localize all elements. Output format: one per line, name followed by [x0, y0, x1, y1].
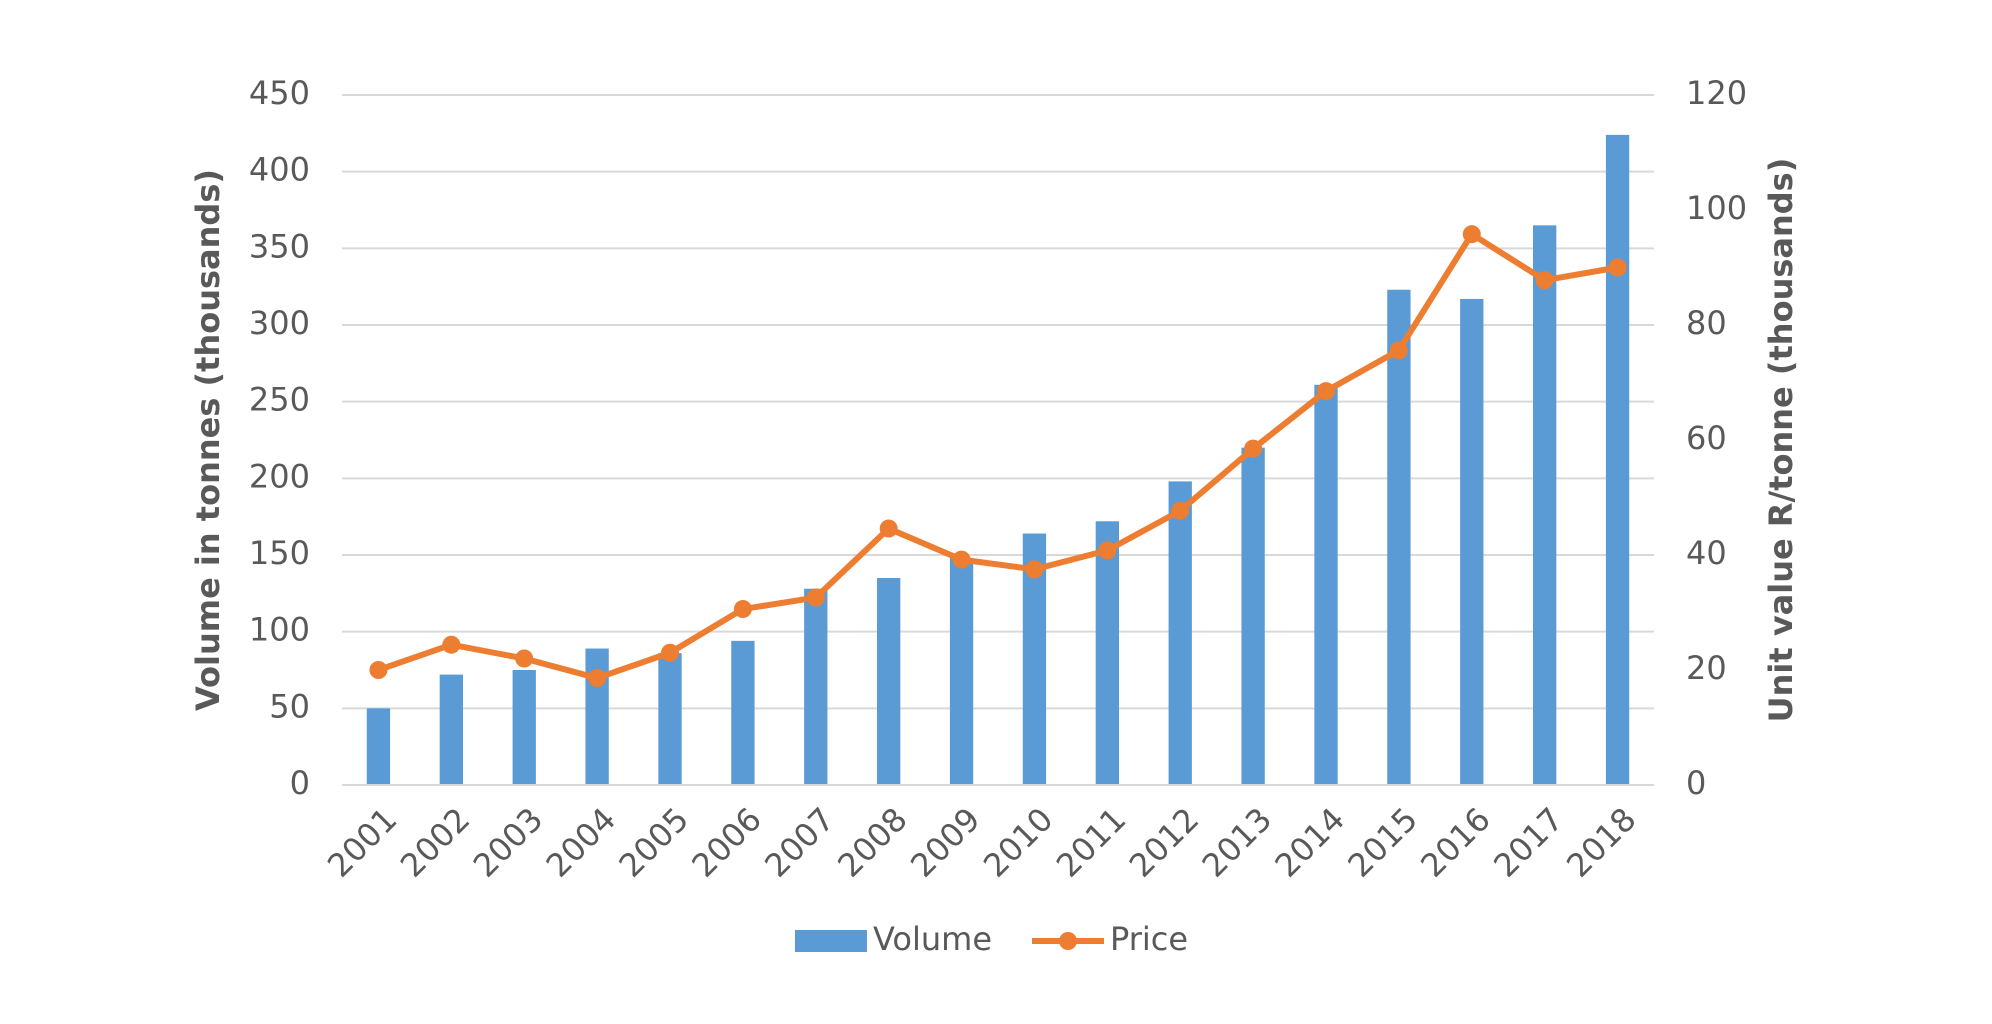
- legend-label: Volume: [873, 920, 992, 958]
- y-tick-label: 450: [249, 74, 310, 112]
- bar: [512, 670, 536, 785]
- x-tick-label: 2010: [976, 800, 1060, 884]
- legend-swatch: [795, 930, 867, 952]
- marker: [1098, 541, 1117, 560]
- y-tick-label: 350: [249, 227, 310, 265]
- x-tick-label: 2018: [1559, 800, 1643, 884]
- x-tick-label: 2004: [539, 800, 623, 884]
- marker: [1244, 439, 1263, 458]
- bar: [1241, 447, 1265, 785]
- y2-tick-label: 20: [1686, 649, 1727, 687]
- x-tick-label: 2007: [757, 800, 841, 884]
- y-tick-label: 400: [249, 151, 310, 189]
- bar: [1387, 289, 1411, 785]
- y2-tick-label: 120: [1686, 74, 1747, 112]
- y2-tick-label: 60: [1686, 419, 1727, 457]
- y-tick-label: 50: [269, 687, 310, 725]
- bar: [585, 648, 609, 785]
- marker: [1608, 258, 1627, 277]
- bar: [1168, 481, 1192, 785]
- bar: [1533, 225, 1557, 786]
- x-tick-label: 2005: [612, 800, 696, 884]
- x-tick-label: 2008: [830, 800, 914, 884]
- marker: [1171, 501, 1190, 520]
- y-tick-label: 250: [249, 381, 310, 419]
- bar: [949, 558, 974, 785]
- bar: [1460, 298, 1484, 785]
- marker: [733, 600, 752, 619]
- marker: [1317, 382, 1335, 401]
- marker: [1025, 560, 1044, 579]
- marker: [588, 669, 607, 688]
- marker: [879, 519, 898, 538]
- x-tick-label: 2013: [1195, 800, 1279, 884]
- y-axis-title: Volume in tonnes (thousands): [189, 169, 227, 711]
- marker: [1535, 271, 1554, 290]
- x-tick-label: 2017: [1486, 800, 1570, 884]
- bar: [731, 640, 755, 785]
- y2-axis-title: Unit value R/tonne (thousands): [1762, 158, 1800, 723]
- marker: [952, 550, 971, 569]
- bar: [1022, 533, 1047, 785]
- x-tick-label: 2002: [393, 800, 477, 884]
- x-tick-label: 2003: [466, 800, 550, 884]
- marker: [515, 649, 534, 668]
- y-tick-label: 300: [249, 304, 310, 342]
- bar: [1605, 134, 1630, 785]
- x-tick-label: 2012: [1122, 800, 1206, 884]
- bar: [366, 708, 391, 785]
- marker: [369, 661, 388, 679]
- y2-tick-label: 80: [1686, 304, 1727, 342]
- x-tick-label: 2014: [1268, 800, 1352, 884]
- bar: [658, 653, 682, 785]
- x-tick-label: 2015: [1340, 800, 1424, 884]
- legend-label: Price: [1110, 920, 1188, 958]
- marker: [1462, 225, 1481, 244]
- bar: [1095, 521, 1119, 785]
- y2-tick-label: 0: [1686, 764, 1706, 802]
- y-tick-label: 100: [249, 611, 310, 649]
- y2-tick-label: 100: [1686, 189, 1747, 227]
- x-tick-label: 2009: [903, 800, 987, 884]
- y2-tick-label: 40: [1686, 534, 1727, 572]
- y-tick-label: 200: [249, 457, 310, 495]
- x-tick-label: 2006: [684, 800, 768, 884]
- bar: [877, 578, 901, 785]
- y-tick-label: 150: [249, 534, 310, 572]
- legend-marker: [1059, 932, 1078, 950]
- marker: [806, 588, 825, 607]
- marker: [442, 635, 461, 654]
- bar: [804, 588, 828, 785]
- bar: [439, 674, 463, 785]
- x-tick-label: 2001: [320, 800, 404, 884]
- marker: [1389, 341, 1408, 360]
- x-tick-label: 2011: [1049, 800, 1133, 884]
- x-tick-label: 2016: [1413, 800, 1497, 884]
- line: [377, 231, 1619, 682]
- marker: [661, 643, 679, 662]
- y-tick-label: 0: [290, 764, 310, 802]
- bar: [1314, 384, 1338, 785]
